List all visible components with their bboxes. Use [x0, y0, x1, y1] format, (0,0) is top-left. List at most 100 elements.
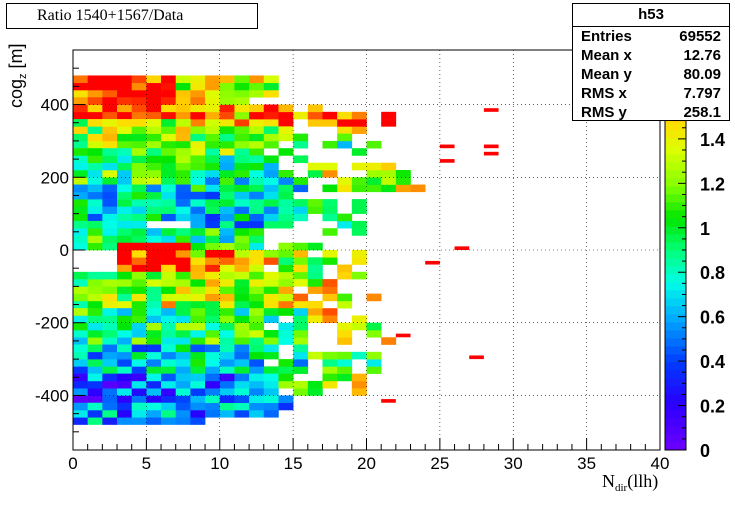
heatmap-cell — [161, 213, 177, 222]
heatmap-cell — [131, 322, 147, 331]
heatmap-cell — [234, 228, 250, 236]
heatmap-cell — [117, 402, 132, 411]
x-axis-label-suffix: (llh) — [627, 471, 658, 492]
heatmap-cell — [351, 380, 367, 389]
heatmap-cell — [219, 104, 235, 113]
heatmap-cell — [322, 140, 338, 149]
heatmap-cell — [190, 373, 206, 382]
heatmap-cell — [131, 271, 147, 280]
heatmap-cell — [87, 286, 103, 294]
heatmap-cell — [263, 177, 279, 185]
heatmap-cell — [161, 351, 177, 360]
heatmap-cell — [190, 111, 206, 120]
heatmap-cell — [73, 82, 88, 91]
heatmap-cell — [131, 279, 147, 287]
heatmap-cell — [219, 148, 235, 156]
heatmap-cell — [102, 140, 118, 149]
heatmap-cell — [234, 388, 250, 396]
heatmap-cell — [249, 184, 265, 193]
heatmap-cell — [205, 155, 221, 164]
heatmap-cell — [263, 199, 279, 207]
heatmap-cell — [161, 177, 177, 185]
heatmap-cell — [395, 184, 411, 193]
heatmap-cell — [175, 177, 191, 185]
heatmap-cell — [190, 366, 206, 374]
heatmap-cell — [161, 380, 177, 389]
heatmap-cell — [87, 380, 103, 389]
heatmap-cell — [293, 366, 309, 374]
heatmap-cell — [249, 177, 265, 185]
heatmap-cell — [117, 293, 132, 302]
heatmap-cell — [131, 380, 147, 389]
heatmap-cell — [190, 395, 206, 404]
heatmap-cell — [263, 410, 279, 418]
heatmap-cell — [175, 388, 191, 396]
heatmap-cell — [146, 184, 162, 193]
heatmap-cell — [175, 286, 191, 294]
heatmap-cell — [131, 308, 147, 316]
heatmap-cell — [102, 170, 118, 178]
heatmap-cell — [234, 162, 250, 171]
heatmap-cell — [161, 111, 177, 120]
heatmap-cell — [205, 308, 221, 316]
heatmap-cell — [117, 380, 132, 389]
heatmap-cell — [175, 111, 191, 120]
heatmap-cell — [219, 191, 235, 200]
x-axis-label-sub: dir — [615, 482, 628, 494]
heatmap-cell — [205, 395, 221, 404]
heatmap-cell — [293, 279, 309, 287]
heatmap-cell — [87, 104, 103, 113]
heatmap-cell — [73, 184, 88, 193]
heatmap-cell — [278, 300, 294, 309]
heatmap-cell — [205, 235, 221, 244]
heatmap-cell — [117, 170, 132, 178]
heatmap-cell — [307, 351, 323, 360]
heatmap-cell — [278, 213, 294, 222]
heatmap-cell — [322, 308, 338, 316]
heatmap-cell — [175, 373, 191, 382]
heatmap-cell — [87, 90, 103, 98]
heatmap-cell — [190, 410, 206, 418]
heatmap-cell — [175, 395, 191, 404]
heatmap-cell — [410, 184, 426, 193]
y-axis-ticks: -400 -200 0 200 400 — [35, 67, 85, 433]
palette-band — [665, 322, 686, 331]
heatmap-cell — [190, 417, 206, 425]
palette-band — [665, 194, 686, 203]
heatmap-cell — [146, 286, 162, 294]
heatmap-cell — [146, 380, 162, 389]
heatmap-cell — [205, 90, 221, 98]
heatmap-cell — [131, 199, 147, 207]
heatmap-cell — [117, 373, 132, 382]
heatmap-cell — [278, 242, 294, 251]
heatmap-cell — [146, 213, 162, 222]
heatmap-cell — [351, 322, 367, 331]
heatmap-cell — [146, 199, 162, 207]
heatmap-cell — [234, 279, 250, 287]
heatmap-cell — [278, 184, 294, 193]
heatmap-cell — [293, 111, 309, 120]
heatmap-cell — [219, 257, 235, 265]
heatmap-cell — [234, 148, 250, 156]
heatmap-cell — [161, 97, 177, 105]
heatmap-cell — [131, 126, 147, 134]
heatmap-cell — [219, 344, 235, 353]
heatmap-cell — [205, 286, 221, 294]
heatmap-cell — [249, 264, 265, 273]
heatmap-cell — [146, 315, 162, 324]
heatmap-cell — [87, 279, 103, 287]
heatmap-cell — [175, 330, 191, 338]
heatmap-cell — [219, 126, 235, 134]
heatmap-cell — [102, 322, 118, 331]
heatmap-cell — [102, 308, 118, 316]
heatmap-cell — [322, 184, 338, 193]
heatmap-cell — [190, 155, 206, 164]
heatmap-cell — [131, 250, 147, 258]
heatmap-cell — [263, 395, 279, 404]
heatmap-cell — [190, 293, 206, 302]
heatmap-cell — [190, 271, 206, 280]
heatmap-cell — [293, 271, 309, 280]
heatmap-cell — [117, 148, 132, 156]
heatmap-cell — [263, 286, 279, 294]
stats-row-mean-y: Mean y 80.09 — [573, 65, 729, 84]
